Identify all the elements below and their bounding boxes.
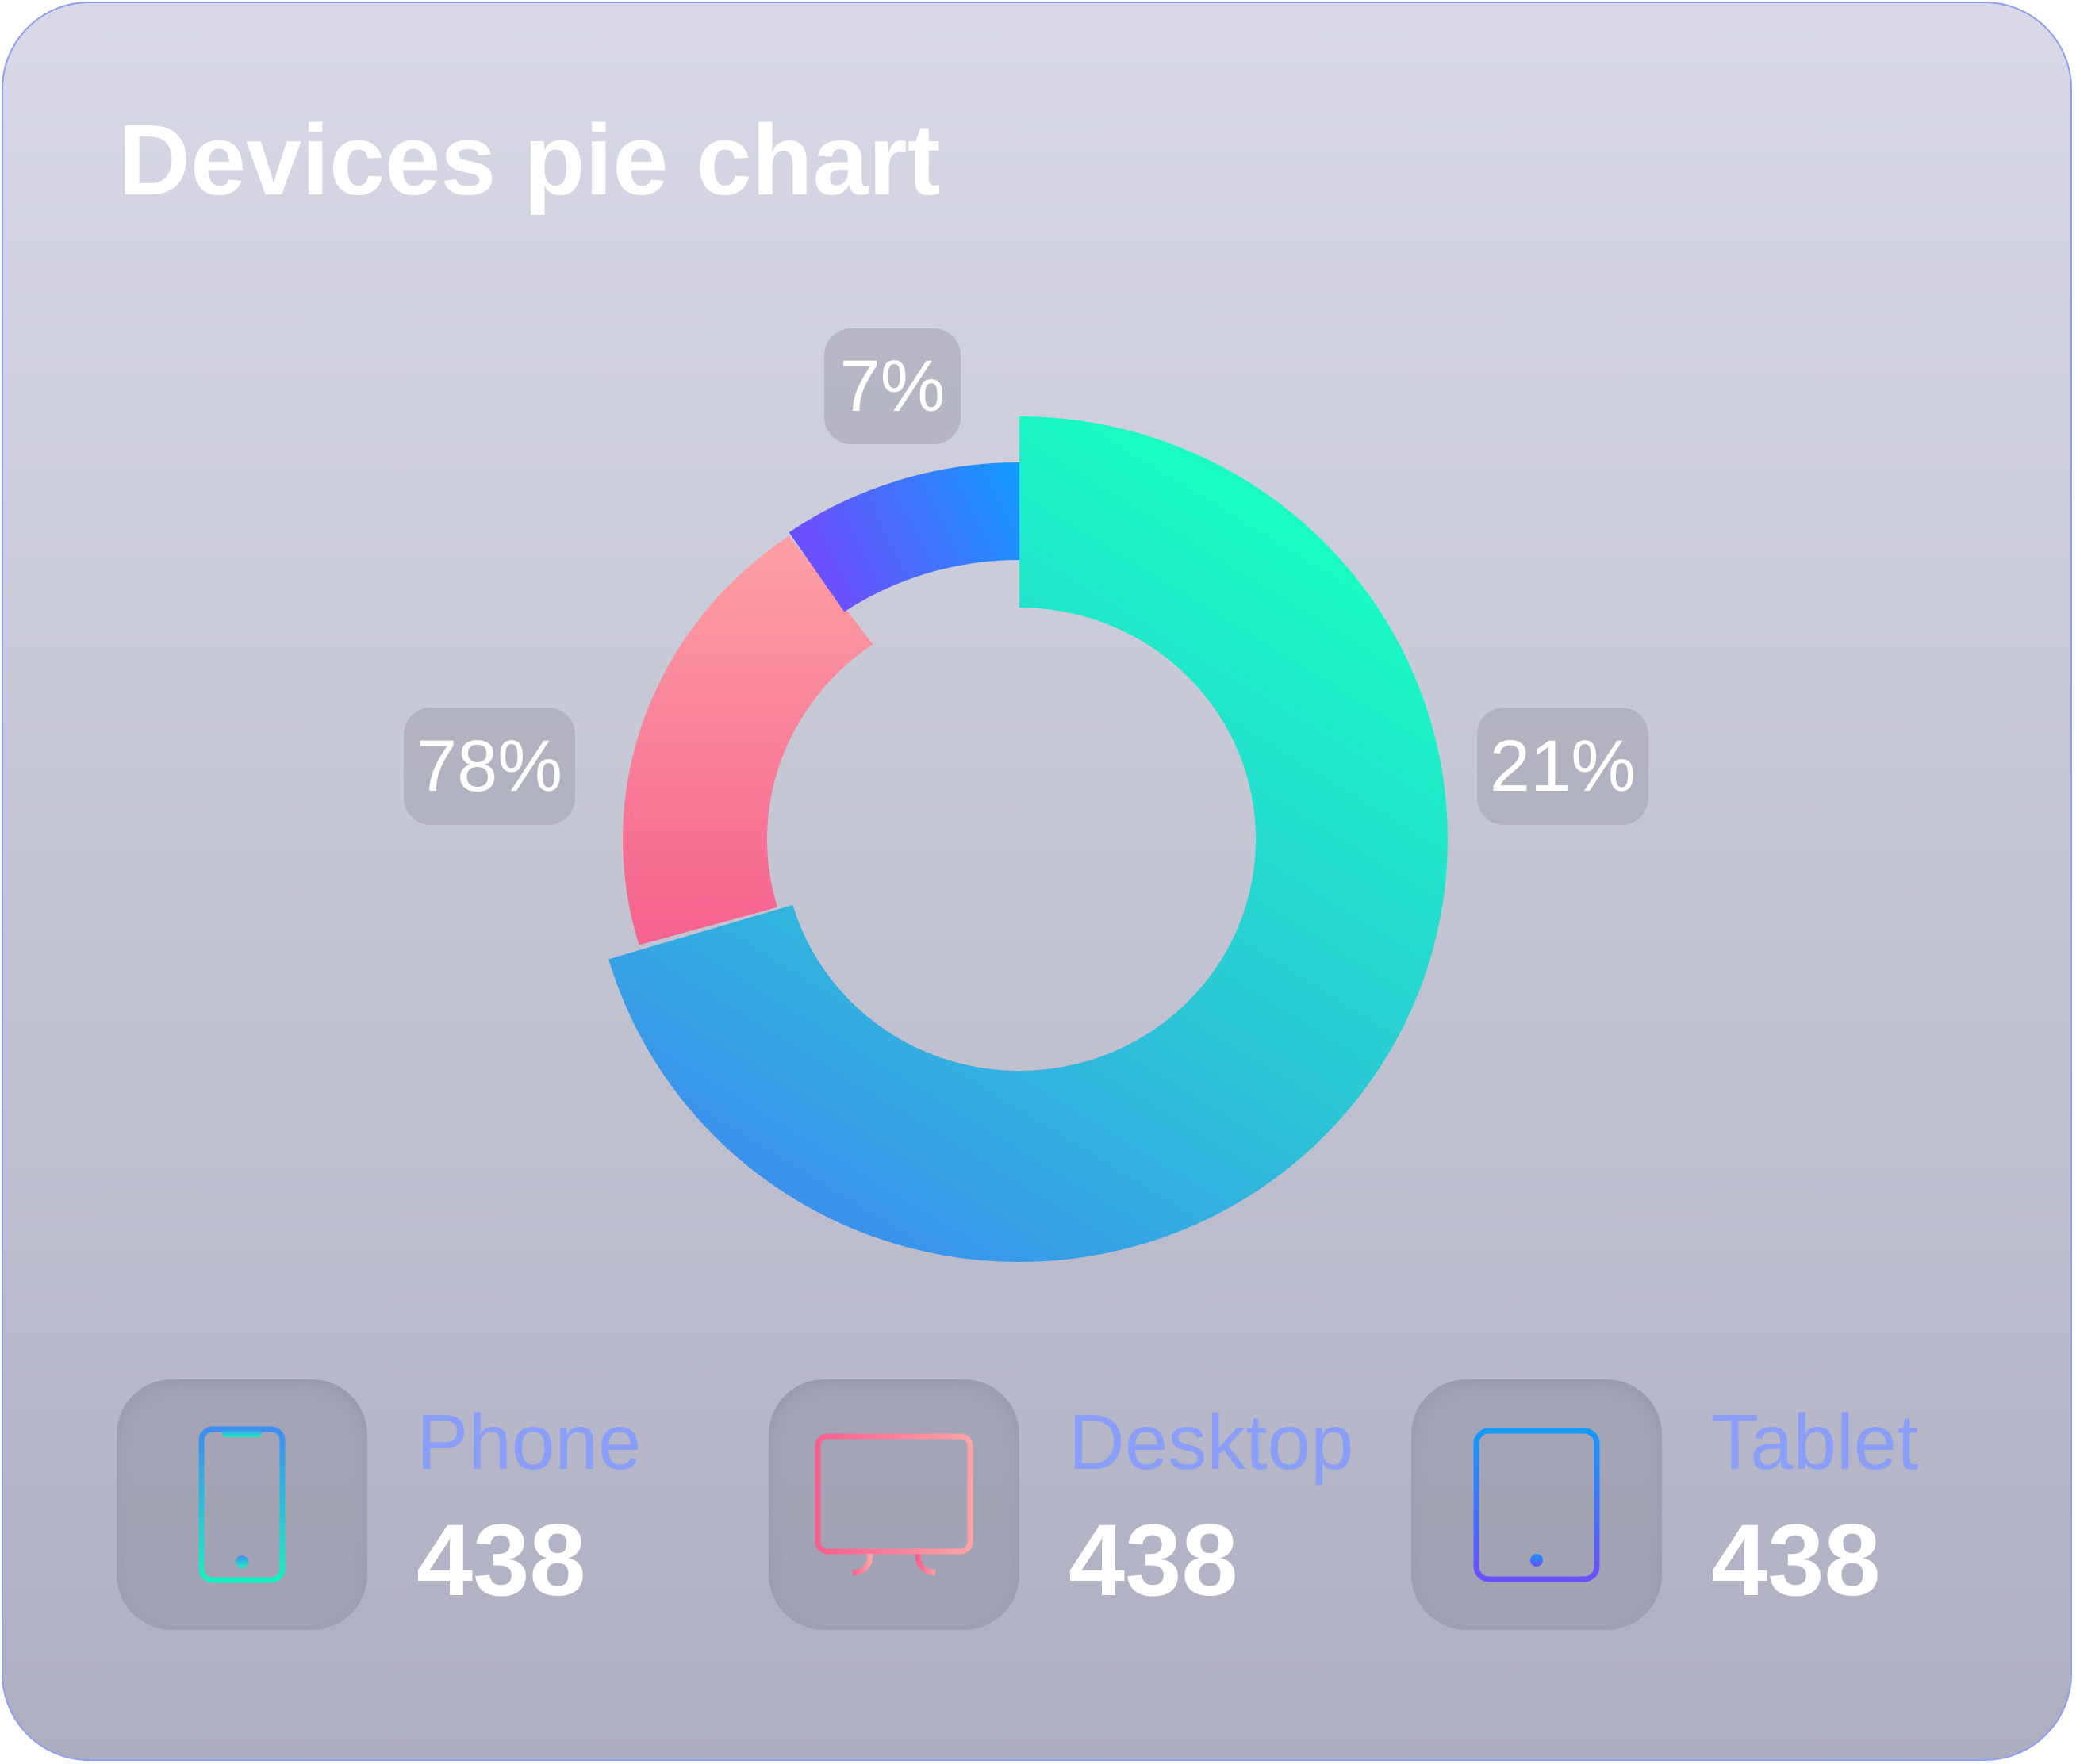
legend-count-desktop: 438 — [1069, 1504, 1238, 1617]
card-title: Devices pie chart — [118, 104, 941, 216]
legend-label-phone: Phone — [416, 1398, 642, 1486]
chart-slice-phone — [608, 416, 1448, 1262]
legend-count-phone: 438 — [416, 1504, 586, 1617]
legend-count-tablet: 438 — [1711, 1504, 1881, 1617]
phone-icon — [198, 1426, 286, 1583]
chart-slice-tablet — [789, 462, 1019, 612]
data-label-phone: 78% — [404, 708, 575, 825]
desktop-icon-box — [769, 1379, 1019, 1630]
phone-icon-box — [117, 1379, 367, 1630]
tablet-icon — [1473, 1428, 1600, 1582]
legend-label-desktop: Desktop — [1069, 1398, 1354, 1486]
legend-label-tablet: Tablet — [1711, 1398, 1919, 1486]
data-label-tablet: 7% — [824, 328, 961, 444]
tablet-icon-box — [1411, 1379, 1662, 1630]
chart-slice-desktop — [623, 535, 873, 945]
data-label-desktop: 21% — [1477, 708, 1648, 825]
desktop-icon — [815, 1433, 973, 1576]
donut-chart — [608, 416, 1448, 1262]
